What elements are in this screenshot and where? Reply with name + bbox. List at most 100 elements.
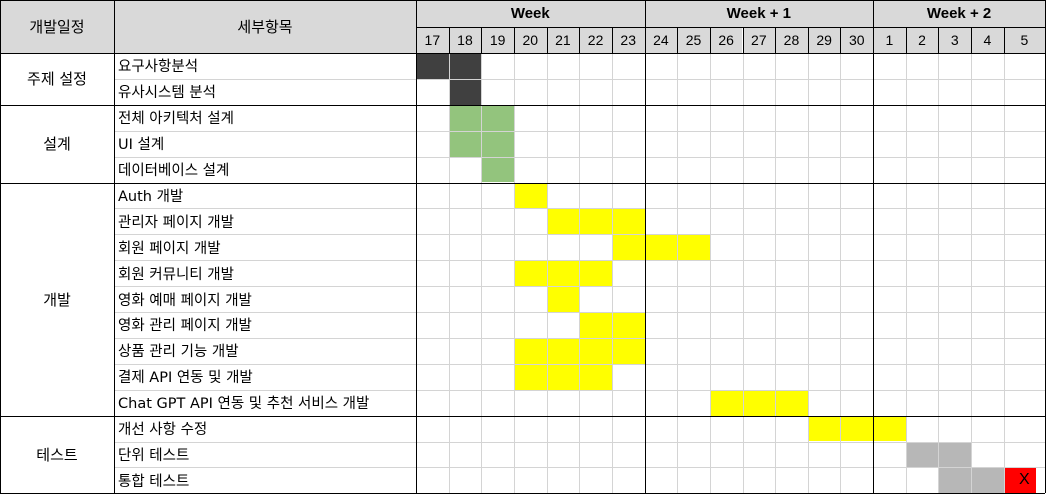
day-header-divider xyxy=(645,27,646,53)
day-header: 28 xyxy=(775,27,808,53)
task-label: 단위 테스트 xyxy=(118,447,190,464)
task-column-header: 세부항목 xyxy=(114,0,416,53)
grid-line xyxy=(114,467,1045,468)
day-header-divider xyxy=(743,27,744,53)
schedule-bar xyxy=(416,53,482,79)
schedule-bar xyxy=(807,415,906,442)
phase-label: 테스트 xyxy=(0,415,114,494)
day-header-divider xyxy=(677,27,678,53)
day-header-divider xyxy=(808,27,809,53)
day-header: 24 xyxy=(644,27,678,53)
day-header-divider xyxy=(547,27,548,53)
day-header: 22 xyxy=(579,27,612,53)
phase-divider xyxy=(0,183,1045,184)
border-line xyxy=(416,0,417,494)
phase-label: 주제 설정 xyxy=(0,53,114,105)
day-header-divider xyxy=(1004,27,1005,53)
grid-line xyxy=(114,364,1045,365)
day-header-divider xyxy=(906,27,907,53)
schedule-bar xyxy=(448,78,482,105)
week-header: Week + 2 xyxy=(873,0,1045,27)
day-header-divider xyxy=(840,27,841,53)
grid-line xyxy=(114,157,1045,158)
schedule-bar xyxy=(481,156,514,183)
schedule-bar xyxy=(709,389,808,416)
border-line xyxy=(114,0,115,494)
day-header: 5 xyxy=(1003,27,1045,53)
grid-line xyxy=(114,260,1045,261)
phase-divider xyxy=(0,493,1045,494)
task-label: 회원 페이지 개발 xyxy=(118,240,221,257)
task-label: 유사시스템 분석 xyxy=(118,85,216,102)
task-label: 회원 커뮤니티 개발 xyxy=(118,266,234,283)
border-line xyxy=(416,27,1045,28)
task-label: 결제 API 연동 및 개발 xyxy=(118,370,253,387)
day-header: 19 xyxy=(481,27,514,53)
schedule-bar xyxy=(513,260,612,287)
day-header-divider xyxy=(938,27,939,53)
task-label: 개선 사항 수정 xyxy=(118,422,208,439)
schedule-bar xyxy=(546,286,580,312)
day-header: 17 xyxy=(416,27,449,53)
schedule-bar xyxy=(546,208,645,235)
schedule-bar xyxy=(513,363,612,390)
task-label: 전체 아키텍처 설계 xyxy=(118,111,234,128)
task-label: 데이터베이스 설계 xyxy=(118,163,230,180)
day-header: 18 xyxy=(448,27,482,53)
task-label: 요구사항분석 xyxy=(118,59,199,76)
day-header-divider xyxy=(612,27,613,53)
phase-divider xyxy=(0,416,1045,417)
day-header-divider xyxy=(449,27,450,53)
grid-line xyxy=(114,79,1045,80)
border-line xyxy=(0,0,1045,1)
border-line xyxy=(0,53,1045,54)
phase-label: 개발 xyxy=(0,182,114,416)
task-label: 영화 관리 페이지 개발 xyxy=(118,318,252,335)
day-header: 3 xyxy=(938,27,972,53)
grid-line xyxy=(114,338,1045,339)
grid-line xyxy=(114,390,1045,391)
x-marker: X xyxy=(1019,471,1030,489)
day-header: 23 xyxy=(611,27,645,53)
grid-line xyxy=(114,234,1045,235)
grid-line xyxy=(114,286,1045,287)
day-header: 29 xyxy=(807,27,841,53)
day-header-divider xyxy=(775,27,776,53)
phase-label: 설계 xyxy=(0,104,114,183)
grid-line xyxy=(114,208,1045,209)
task-label: 상품 관리 기능 개발 xyxy=(118,344,239,361)
day-header: 30 xyxy=(840,27,874,53)
border-line xyxy=(0,0,1,494)
task-label: 통합 테스트 xyxy=(118,473,190,490)
grid-line xyxy=(114,131,1045,132)
day-header: 4 xyxy=(971,27,1004,53)
phase-column-header: 개발일정 xyxy=(0,0,114,53)
day-header: 20 xyxy=(513,27,547,53)
day-header-divider xyxy=(710,27,711,53)
phase-divider xyxy=(0,105,1045,106)
schedule-bar xyxy=(513,182,547,209)
grid-line xyxy=(114,442,1045,443)
day-header: 1 xyxy=(873,27,906,53)
task-label: Auth 개발 xyxy=(118,188,184,205)
day-header: 2 xyxy=(905,27,939,53)
day-header-divider xyxy=(971,27,972,53)
day-header-divider xyxy=(873,27,874,53)
task-label: UI 설계 xyxy=(118,137,165,154)
day-header: 21 xyxy=(546,27,580,53)
day-header-divider xyxy=(579,27,580,53)
week-header: Week xyxy=(416,0,645,27)
day-header-divider xyxy=(481,27,482,53)
week-divider xyxy=(873,0,874,494)
week-divider xyxy=(645,0,646,494)
day-header: 25 xyxy=(677,27,710,53)
week-header: Week + 1 xyxy=(644,0,874,27)
task-label: 관리자 페이지 개발 xyxy=(118,214,234,231)
day-header-divider xyxy=(514,27,515,53)
day-header: 27 xyxy=(742,27,776,53)
grid-line xyxy=(114,312,1045,313)
day-header: 26 xyxy=(709,27,743,53)
task-label: 영화 예매 페이지 개발 xyxy=(118,292,252,309)
task-label: Chat GPT API 연동 및 추천 서비스 개발 xyxy=(118,396,370,413)
